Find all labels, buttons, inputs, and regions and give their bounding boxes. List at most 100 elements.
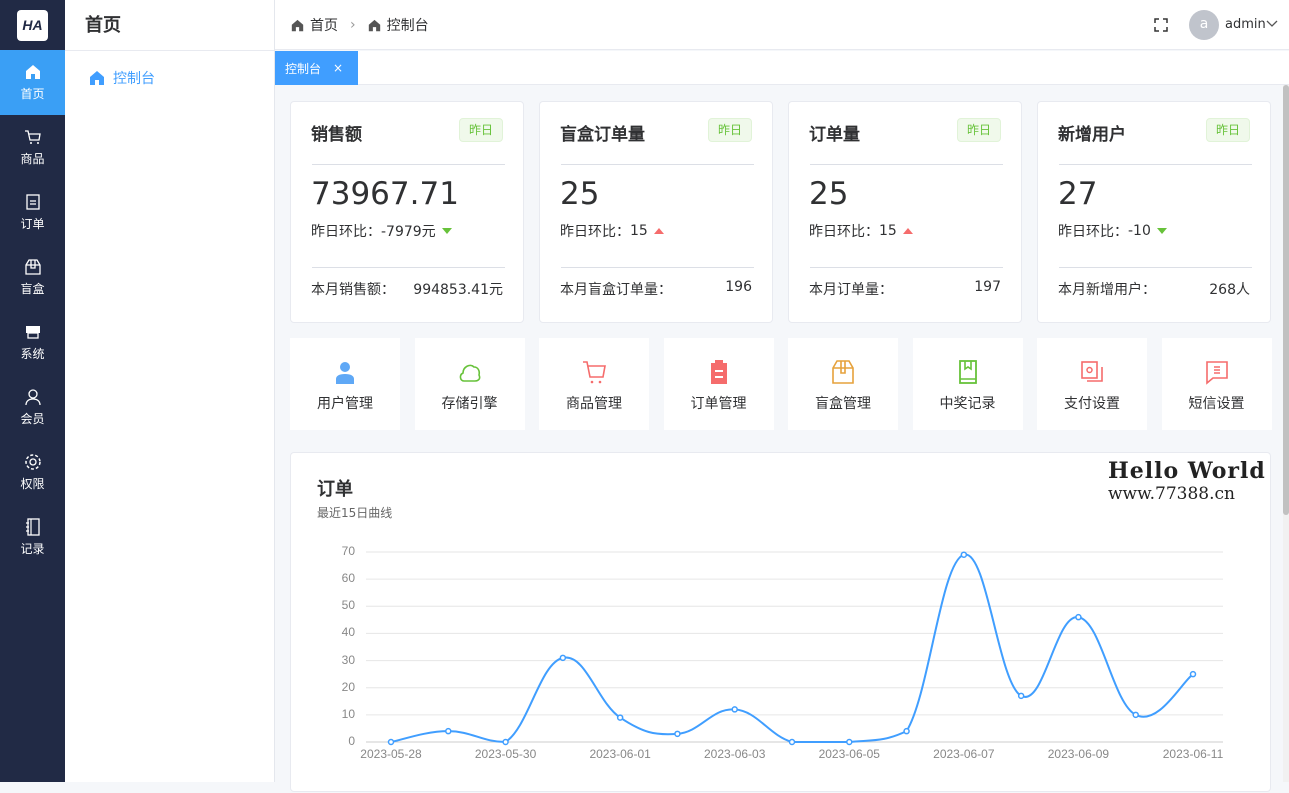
tab-dashboard[interactable]: 控制台 × — [275, 51, 358, 85]
quick-link-label: 用户管理 — [317, 396, 373, 412]
sidebar-item-label: 会员 — [20, 412, 45, 426]
chevron-down-icon[interactable] — [1266, 20, 1278, 28]
username[interactable]: admin — [1225, 17, 1266, 32]
quick-link-label: 短信设置 — [1188, 396, 1245, 412]
message-icon — [1205, 361, 1228, 385]
compare-label: 昨日环比： — [311, 224, 381, 240]
chart-title: 订单 — [317, 479, 353, 500]
data-point-2023-06-05[interactable] — [846, 738, 853, 746]
divider — [810, 164, 1003, 165]
stat-card: 新增用户 昨日 27 昨日环比： -10 本月新增用户： 268人 — [1037, 101, 1271, 323]
quick-link-label: 盲盒管理 — [815, 396, 871, 412]
line-chart — [366, 551, 1223, 746]
compare-value: 15 — [879, 223, 897, 239]
sidebar-item-4[interactable]: 系统 — [0, 310, 65, 375]
data-point-2023-05-29[interactable] — [445, 727, 452, 735]
menu-item-dashboard[interactable]: 控制台 — [89, 68, 155, 88]
quick-link-2[interactable]: 商品管理 — [539, 338, 649, 430]
user-icon — [24, 389, 41, 406]
month-label: 本月订单量： — [809, 282, 893, 298]
stat-card: 销售额 昨日 73967.71 昨日环比： -7979元 本月销售额： 99485… — [290, 101, 524, 323]
sidebar-item-1[interactable]: 商品 — [0, 115, 65, 180]
x-tick-label: 2023-05-30 — [474, 747, 537, 761]
quick-link-1[interactable]: 存储引擎 — [414, 338, 525, 430]
clipboard-icon — [710, 360, 727, 384]
sidebar-item-2[interactable]: 订单 — [0, 180, 65, 245]
home-icon — [25, 65, 40, 79]
y-tick-label: 40 — [341, 625, 355, 640]
scrollbar-thumb[interactable] — [1283, 85, 1289, 515]
series-line — [390, 553, 1194, 744]
data-point-2023-06-04[interactable] — [788, 738, 796, 746]
close-icon[interactable]: × — [333, 61, 344, 75]
sidebar-item-6[interactable]: 权限 — [0, 440, 65, 505]
data-point-2023-05-30[interactable] — [502, 738, 509, 746]
data-point-2023-06-01[interactable] — [616, 714, 624, 721]
data-point-2023-06-09[interactable] — [1075, 613, 1082, 621]
data-point-2023-06-02[interactable] — [674, 730, 681, 738]
sidebar-item-3[interactable]: 盲盒 — [0, 245, 65, 310]
breadcrumb-item: 控制台 — [386, 18, 429, 34]
quick-link-0[interactable]: 用户管理 — [290, 338, 400, 430]
month-value: 268人 — [1209, 282, 1250, 298]
data-point-2023-06-11[interactable] — [1189, 670, 1197, 678]
month-label: 本月盲盒订单量： — [560, 282, 672, 298]
quick-link-7[interactable]: 短信设置 — [1161, 338, 1272, 430]
stat-value: 25 — [560, 176, 600, 212]
data-point-2023-06-06[interactable] — [903, 727, 910, 735]
home-icon — [291, 19, 304, 31]
sidebar-item-label: 记录 — [20, 542, 45, 556]
trend-up-icon — [653, 228, 664, 234]
data-point-2023-05-31[interactable] — [559, 654, 567, 662]
compare-value: -7979元 — [381, 224, 436, 240]
quick-link-5[interactable]: 中奖记录 — [912, 338, 1023, 430]
notebook-icon — [25, 518, 40, 536]
breadcrumb-item[interactable]: 首页 — [310, 18, 338, 34]
sidebar-item-0[interactable]: 首页 — [0, 50, 65, 115]
sub-menu: 首页 控制台 — [65, 0, 275, 782]
quick-link-3[interactable]: 订单管理 — [663, 338, 774, 430]
divider — [312, 164, 505, 165]
cart-icon — [24, 130, 41, 144]
data-point-2023-06-10[interactable] — [1132, 711, 1139, 719]
period-tag: 昨日 — [708, 118, 752, 142]
logo: HA — [17, 10, 48, 41]
quick-link-6[interactable]: 支付设置 — [1037, 338, 1147, 430]
sidebar-item-label: 首页 — [20, 87, 45, 101]
compare-value: -10 — [1128, 223, 1151, 239]
y-tick-label: 60 — [341, 571, 355, 586]
sidebar-item-7[interactable]: 记录 — [0, 505, 65, 570]
y-tick-label: 70 — [341, 544, 355, 558]
data-point-2023-05-28[interactable] — [387, 738, 395, 746]
shop-icon — [25, 326, 40, 339]
sidebar-item-5[interactable]: 会员 — [0, 375, 65, 440]
stat-title: 盲盒订单量 — [560, 125, 645, 145]
trend-down-icon — [441, 228, 452, 234]
fullscreen-icon[interactable] — [1154, 18, 1168, 32]
stat-value: 25 — [809, 176, 849, 212]
stat-compare: 昨日环比： -10 — [1058, 221, 1167, 241]
sidebar: HA 首页商品订单盲盒系统会员权限记录 — [0, 0, 65, 782]
x-tick-label: 2023-06-07 — [933, 747, 995, 761]
stat-value: 27 — [1058, 176, 1098, 212]
stat-card: 订单量 昨日 25 昨日环比： 15 本月订单量： 197 — [788, 101, 1022, 323]
menu-title: 首页 — [85, 15, 121, 36]
data-point-2023-06-07[interactable] — [960, 551, 968, 558]
sidebar-item-label: 订单 — [20, 217, 45, 231]
x-tick-label: 2023-06-11 — [1162, 747, 1224, 761]
quick-link-label: 订单管理 — [690, 396, 747, 412]
x-tick-label: 2023-06-01 — [589, 747, 651, 761]
data-point-2023-06-08[interactable] — [1017, 692, 1025, 700]
x-tick-label: 2023-06-09 — [1047, 747, 1110, 761]
x-tick-label: 2023-06-03 — [704, 747, 766, 761]
sidebar-item-label: 盲盒 — [20, 282, 45, 296]
data-point-2023-06-03[interactable] — [731, 706, 738, 713]
avatar[interactable]: a — [1189, 10, 1219, 40]
quick-link-4[interactable]: 盲盒管理 — [788, 338, 898, 430]
cart-icon — [583, 361, 606, 384]
scrollbar[interactable] — [1283, 85, 1289, 782]
stat-compare: 昨日环比： -7979元 — [311, 221, 452, 241]
y-tick-label: 50 — [341, 598, 355, 613]
stat-title: 新增用户 — [1058, 125, 1126, 145]
divider — [561, 164, 754, 165]
